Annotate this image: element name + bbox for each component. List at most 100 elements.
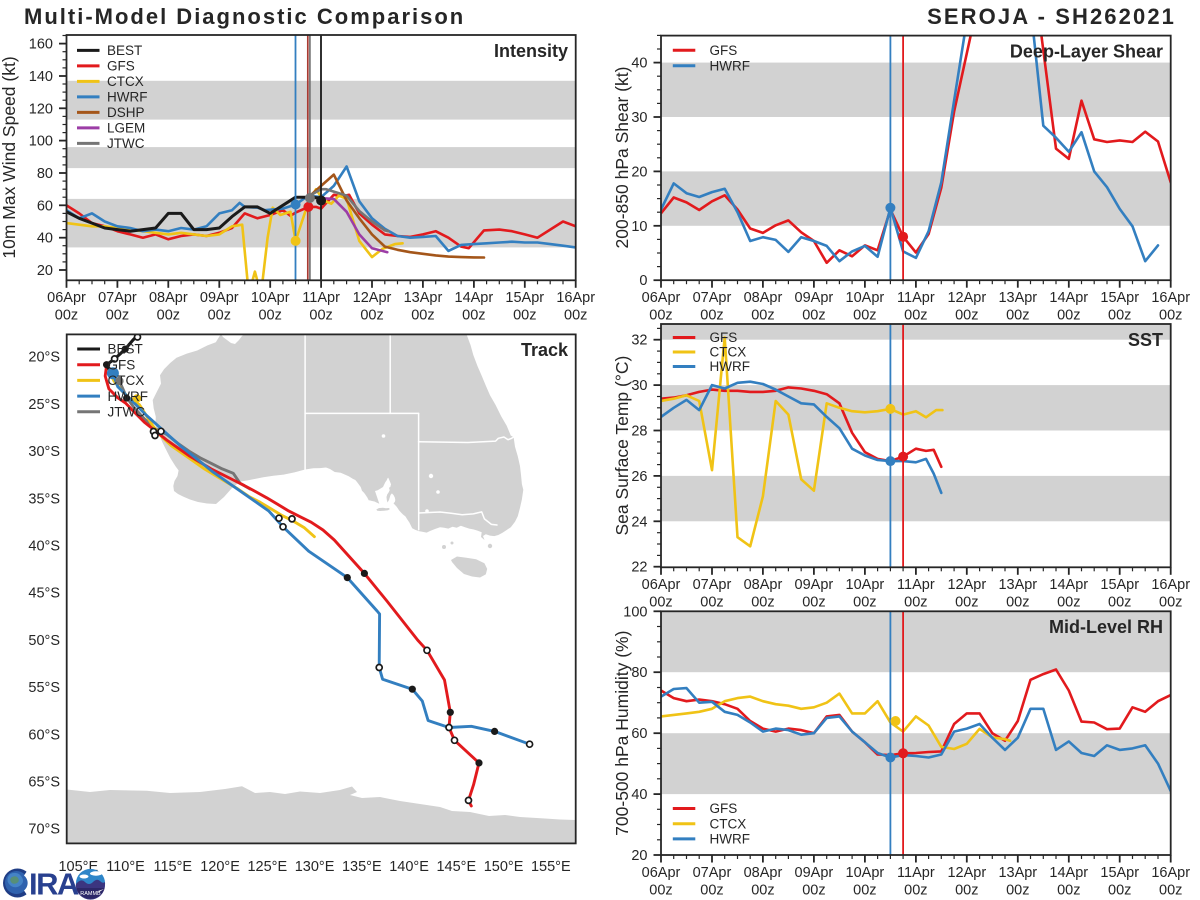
svg-text:GFS: GFS bbox=[710, 43, 738, 58]
svg-text:11Apr: 11Apr bbox=[897, 577, 935, 593]
svg-text:00z: 00z bbox=[955, 595, 978, 611]
svg-text:09Apr: 09Apr bbox=[200, 290, 239, 306]
svg-text:32: 32 bbox=[631, 333, 647, 349]
svg-text:145°E: 145°E bbox=[436, 859, 476, 875]
svg-text:HWRF: HWRF bbox=[107, 90, 148, 105]
svg-text:00z: 00z bbox=[649, 308, 672, 324]
svg-text:24: 24 bbox=[631, 514, 647, 530]
svg-text:00z: 00z bbox=[1006, 883, 1029, 899]
svg-text:00z: 00z bbox=[1159, 595, 1182, 611]
svg-text:00z: 00z bbox=[853, 308, 876, 324]
svg-text:Track: Track bbox=[521, 340, 569, 360]
svg-text:HWRF: HWRF bbox=[710, 359, 751, 374]
svg-text:20: 20 bbox=[631, 164, 647, 180]
svg-text:10Apr: 10Apr bbox=[846, 290, 885, 306]
svg-text:GFS: GFS bbox=[710, 801, 738, 816]
svg-text:80: 80 bbox=[631, 665, 647, 681]
svg-text:RAMMB: RAMMB bbox=[80, 891, 101, 897]
svg-text:Sea Surface Temp (°C): Sea Surface Temp (°C) bbox=[612, 356, 632, 536]
svg-text:CTCX: CTCX bbox=[107, 74, 144, 89]
svg-text:00z: 00z bbox=[1108, 308, 1131, 324]
svg-text:40: 40 bbox=[631, 56, 647, 72]
svg-text:00z: 00z bbox=[1108, 595, 1131, 611]
svg-text:12Apr: 12Apr bbox=[947, 577, 986, 593]
svg-text:00z: 00z bbox=[1057, 883, 1080, 899]
svg-text:60: 60 bbox=[631, 726, 647, 742]
svg-text:20: 20 bbox=[631, 848, 647, 864]
svg-text:60: 60 bbox=[37, 198, 53, 214]
svg-text:JTWC: JTWC bbox=[108, 405, 146, 420]
svg-text:Mid-Level RH: Mid-Level RH bbox=[1049, 617, 1163, 637]
svg-text:00z: 00z bbox=[955, 308, 978, 324]
svg-text:16Apr: 16Apr bbox=[556, 290, 595, 306]
svg-text:30: 30 bbox=[631, 110, 647, 126]
svg-text:00z: 00z bbox=[700, 595, 723, 611]
svg-text:80: 80 bbox=[37, 166, 53, 182]
svg-text:14Apr: 14Apr bbox=[1049, 865, 1088, 881]
svg-text:00z: 00z bbox=[751, 308, 774, 324]
svg-text:BEST: BEST bbox=[108, 342, 143, 357]
svg-text:08Apr: 08Apr bbox=[744, 290, 783, 306]
svg-text:00z: 00z bbox=[751, 883, 774, 899]
svg-text:0: 0 bbox=[639, 273, 647, 289]
svg-text:10Apr: 10Apr bbox=[846, 577, 885, 593]
svg-text:200-850 hPa Shear (kt): 200-850 hPa Shear (kt) bbox=[612, 67, 632, 249]
svg-text:00z: 00z bbox=[564, 308, 587, 324]
svg-text:07Apr: 07Apr bbox=[693, 865, 732, 881]
svg-text:00z: 00z bbox=[904, 883, 927, 899]
svg-text:13Apr: 13Apr bbox=[998, 577, 1037, 593]
svg-text:SST: SST bbox=[1128, 330, 1163, 350]
svg-text:55°S: 55°S bbox=[28, 680, 60, 696]
svg-text:20: 20 bbox=[37, 263, 53, 279]
svg-text:15Apr: 15Apr bbox=[1100, 577, 1139, 593]
svg-text:14Apr: 14Apr bbox=[1049, 290, 1088, 306]
svg-text:130°E: 130°E bbox=[295, 859, 335, 875]
svg-text:11Apr: 11Apr bbox=[897, 290, 935, 306]
svg-text:00z: 00z bbox=[700, 883, 723, 899]
svg-text:26: 26 bbox=[631, 469, 647, 485]
svg-text:09Apr: 09Apr bbox=[795, 865, 834, 881]
svg-text:40: 40 bbox=[631, 787, 647, 803]
svg-text:13Apr: 13Apr bbox=[998, 290, 1037, 306]
svg-text:Deep-Layer Shear: Deep-Layer Shear bbox=[1010, 42, 1163, 62]
svg-text:00z: 00z bbox=[309, 308, 332, 324]
svg-text:10: 10 bbox=[631, 219, 647, 235]
svg-text:CTCX: CTCX bbox=[710, 816, 747, 831]
svg-text:06Apr: 06Apr bbox=[47, 290, 86, 306]
svg-text:35°S: 35°S bbox=[28, 491, 60, 507]
svg-text:120: 120 bbox=[29, 101, 53, 117]
svg-text:06Apr: 06Apr bbox=[642, 290, 681, 306]
svg-text:16Apr: 16Apr bbox=[1151, 290, 1190, 306]
svg-text:00z: 00z bbox=[411, 308, 434, 324]
svg-text:25°S: 25°S bbox=[28, 397, 60, 413]
svg-text:12Apr: 12Apr bbox=[353, 290, 392, 306]
svg-text:00z: 00z bbox=[1006, 308, 1029, 324]
svg-text:GFS: GFS bbox=[108, 357, 136, 372]
svg-text:140: 140 bbox=[29, 69, 53, 85]
svg-text:45°S: 45°S bbox=[28, 586, 60, 602]
svg-text:00z: 00z bbox=[751, 595, 774, 611]
svg-text:Intensity: Intensity bbox=[494, 41, 568, 61]
svg-text:30: 30 bbox=[631, 378, 647, 394]
svg-text:100: 100 bbox=[29, 134, 53, 150]
svg-text:08Apr: 08Apr bbox=[744, 577, 783, 593]
svg-text:00z: 00z bbox=[360, 308, 383, 324]
svg-text:12Apr: 12Apr bbox=[947, 290, 986, 306]
svg-text:00z: 00z bbox=[1159, 883, 1182, 899]
svg-text:10Apr: 10Apr bbox=[846, 865, 885, 881]
svg-text:00z: 00z bbox=[955, 883, 978, 899]
svg-text:00z: 00z bbox=[904, 308, 927, 324]
svg-text:100: 100 bbox=[623, 604, 647, 620]
svg-text:00z: 00z bbox=[462, 308, 485, 324]
svg-text:HWRF: HWRF bbox=[710, 832, 751, 847]
svg-text:07Apr: 07Apr bbox=[693, 290, 732, 306]
svg-text:00z: 00z bbox=[106, 308, 129, 324]
svg-text:CTCX: CTCX bbox=[108, 373, 145, 388]
svg-text:15Apr: 15Apr bbox=[1100, 865, 1139, 881]
svg-text:00z: 00z bbox=[700, 308, 723, 324]
svg-text:07Apr: 07Apr bbox=[98, 290, 137, 306]
svg-text:14Apr: 14Apr bbox=[1049, 577, 1088, 593]
svg-text:00z: 00z bbox=[853, 883, 876, 899]
svg-text:13Apr: 13Apr bbox=[998, 865, 1037, 881]
svg-text:07Apr: 07Apr bbox=[693, 577, 732, 593]
